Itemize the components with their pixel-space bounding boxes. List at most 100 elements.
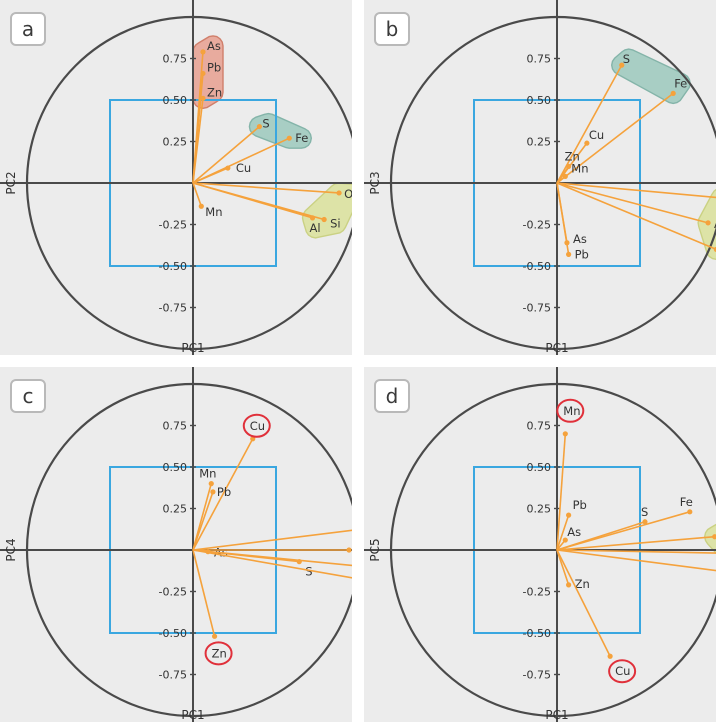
vector-Zn-d	[556, 549, 570, 586]
label-S-a: S	[262, 117, 269, 131]
vector-Zn-c	[192, 549, 216, 637]
y-tick-label-b: -0.50	[523, 260, 551, 273]
point-S-a	[256, 123, 262, 130]
label-S-c: S	[305, 565, 312, 579]
group-teal-a	[248, 112, 312, 149]
vector-Zn-b	[556, 165, 570, 184]
label-Zn-d: Zn	[575, 577, 590, 591]
label-Pb-a: Pb	[207, 60, 221, 74]
label-Mn-d: Mn	[563, 404, 580, 418]
biplot-c: 0.750.500.25-0.25-0.50-0.75PC1PC4CuMnPbA…	[0, 367, 352, 722]
label-Mn-a: Mn	[205, 205, 222, 219]
label-Mn-c: Mn	[199, 467, 216, 481]
label-S-b: S	[623, 52, 630, 66]
plot-area-c: 0.750.500.25-0.25-0.50-0.75PC1PC4CuMnPbA…	[0, 367, 352, 722]
point-Fe-b	[670, 90, 676, 96]
y-tick-label-d: -0.25	[523, 586, 551, 599]
label-Zn-a: Zn	[207, 85, 222, 99]
plot-area-b: 0.75 0.50 0.25 -0.25 -0.50 -0.75 PC1 PC3 S Fe Cu Zn…	[364, 0, 716, 355]
panel-label-c: c	[10, 379, 46, 413]
point-Al-b	[705, 220, 711, 226]
label-Cu-a: Cu	[236, 161, 251, 175]
y-tick-label-b: 0.75	[527, 53, 552, 66]
y-axis-label-d: PC5	[368, 538, 382, 561]
vector-Zn-a	[192, 98, 204, 184]
vector-O-b	[556, 182, 716, 199]
y-tick-label-a: 0.25	[163, 136, 188, 149]
plot-area-a: 0.75 0.50 0.25 -0.25 -0.50 -0.75 PC1 PC2 As Pb Zn S…	[0, 0, 352, 355]
panel-label-b: b	[374, 12, 410, 46]
point-Pb-a	[200, 70, 206, 77]
y-tick-label-d: -0.75	[523, 669, 551, 682]
label-Fe-a: Fe	[295, 131, 308, 145]
label-Zn-b: Zn	[565, 149, 580, 163]
point-Si-b	[713, 246, 716, 252]
label-As-b: As	[573, 232, 587, 246]
highlight-ring-Cu-d	[608, 659, 637, 684]
point-As-a	[200, 49, 206, 55]
panel-c: 0.750.500.25-0.25-0.50-0.75PC1PC4CuMnPbA…	[0, 367, 352, 722]
biplot-d: 0.75 0.50 0.25 -0.25 -0.50 -0.75 PC1 PC5 Mn Pb As S…	[364, 367, 716, 722]
point-Pb-c	[210, 489, 216, 495]
vector-Al-c	[192, 549, 352, 579]
label-Pb-b: Pb	[575, 247, 589, 261]
panel-label-d: d	[374, 379, 410, 413]
label-As-a: As	[207, 39, 221, 53]
point-Zn-d	[566, 582, 572, 588]
point-Mn-c	[208, 481, 214, 487]
x-axis-label-a: PC1	[181, 341, 204, 355]
y-tick-label-a: -0.75	[159, 302, 187, 315]
point-Pb-b	[566, 251, 572, 257]
vector-S-b	[556, 64, 623, 184]
label-Al-b: Al	[714, 217, 716, 231]
label-Al-a: Al	[310, 221, 321, 235]
label-As-d: As	[567, 525, 581, 539]
vector-Si-b	[556, 182, 716, 251]
point-O-a	[336, 190, 342, 196]
y-tick-label-d: 0.50	[527, 461, 552, 474]
vector-Pb-d	[556, 514, 570, 551]
y-tick-label-b: 0.50	[527, 94, 552, 107]
label-Mn-b: Mn	[571, 161, 588, 175]
highlight-ring-Cu-c	[242, 413, 271, 438]
point-Mn-a	[198, 203, 204, 209]
x-axis-label-b: PC1	[545, 341, 568, 355]
vector-Fe-d	[556, 511, 691, 551]
y-tick-label-d: 0.25	[527, 503, 552, 516]
y-tick-label-a: 0.50	[163, 94, 188, 107]
y-tick-label-a: -0.25	[159, 219, 187, 232]
biplot-b: 0.75 0.50 0.25 -0.25 -0.50 -0.75 PC1 PC3 S Fe Cu Zn…	[364, 0, 716, 355]
point-Mn-b	[562, 173, 568, 179]
highlight-ring-Mn-d	[556, 398, 585, 423]
point-Zn-a	[200, 95, 206, 101]
y-tick-label-c: 0.50	[163, 461, 188, 474]
point-Mn-d	[562, 431, 568, 437]
label-Cu-b: Cu	[589, 128, 604, 142]
vector-Al-b	[556, 182, 709, 224]
point-Al-d	[712, 534, 716, 540]
vector-Cu-a	[192, 167, 229, 184]
y-tick-label-a: 0.75	[163, 53, 188, 66]
vector-Pb-b	[556, 182, 570, 255]
vector-O-c	[192, 529, 352, 551]
label-Si-a: Si	[330, 217, 341, 231]
group-yellow-d	[704, 523, 716, 555]
y-tick-label-a: -0.50	[159, 260, 187, 273]
y-tick-label-b: -0.25	[523, 219, 551, 232]
point-Zn-c	[211, 633, 218, 639]
x-axis-label-c: PC1	[181, 708, 204, 722]
label-Cu-c: Cu	[250, 419, 265, 433]
vector-Fe-b	[556, 92, 674, 184]
point-Cu-a	[225, 165, 231, 171]
x-axis-label-d: PC1	[545, 708, 568, 722]
vector-Si-d	[556, 549, 716, 554]
label-Pb-c: Pb	[217, 485, 231, 499]
panel-d: 0.75 0.50 0.25 -0.25 -0.50 -0.75 PC1 PC5 Mn Pb As S…	[364, 367, 716, 722]
y-tick-label-b: 0.25	[527, 136, 552, 149]
group-yellow-a	[301, 182, 352, 239]
label-Fe-d: Fe	[680, 495, 693, 509]
y-axis-label-b: PC3	[368, 171, 382, 194]
label-O-a: O	[344, 187, 352, 201]
highlight-ring-Zn-c	[204, 641, 233, 666]
panel-label-a: a	[10, 12, 46, 46]
